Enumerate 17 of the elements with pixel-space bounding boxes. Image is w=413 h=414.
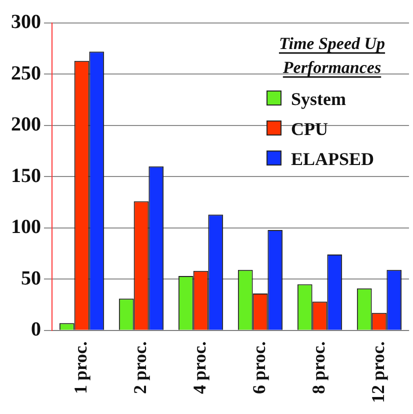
x-tick-label: 2 proc. — [130, 341, 150, 394]
legend-label: CPU — [291, 119, 328, 139]
y-tick-label: 250 — [11, 62, 41, 84]
y-tick-label: 200 — [11, 114, 41, 136]
y-tick-label: 50 — [21, 267, 41, 290]
legend-title: Time Speed Up Performances — [278, 34, 386, 77]
x-tick-label: 6 proc. — [248, 341, 269, 394]
x-tick-label: 1 proc. — [70, 341, 90, 394]
y-tick-label: 100 — [11, 216, 41, 238]
y-tick-label: 0 — [31, 318, 41, 341]
x-tick-label: 12 proc. — [368, 341, 388, 404]
x-tick-label: 4 proc. — [189, 341, 210, 394]
x-tick-label: 8 proc. — [308, 341, 328, 394]
legend-label: ELAPSED — [291, 149, 374, 169]
y-tick-label: 300 — [11, 11, 41, 34]
legend-label: System — [291, 89, 346, 109]
y-tick-label: 150 — [11, 164, 41, 187]
